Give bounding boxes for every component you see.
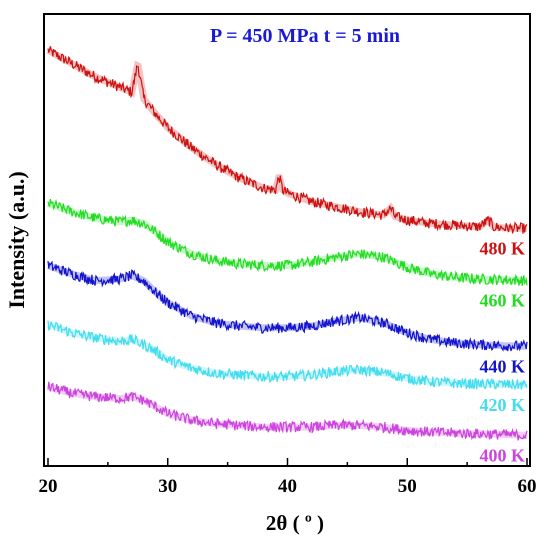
y-axis-label: Intensity (a.u.): [4, 171, 29, 309]
series-labels: 480 K 460 K 440 K 420 K 400 K: [479, 239, 525, 466]
curves: [46, 46, 528, 441]
series-label: 440 K: [479, 356, 525, 376]
series-line: [47, 198, 528, 286]
series-label: 460 K: [479, 291, 525, 311]
x-tick-label: 40: [278, 476, 297, 497]
chart-title: P = 450 MPa t = 5 min: [210, 25, 400, 47]
series-line: [47, 260, 528, 352]
series-line: [47, 320, 528, 391]
x-tick-label: 20: [39, 476, 58, 497]
series-label: 420 K: [479, 395, 525, 415]
x-tick-label: 30: [158, 476, 177, 497]
series-line: [47, 46, 528, 234]
x-tick-label: 60: [518, 476, 537, 497]
x-axis-ticks: 20 30 40 50 60: [39, 458, 537, 497]
x-axis-label: 2θ ( º ): [266, 511, 324, 535]
series-line: [47, 381, 528, 441]
series-halo: [46, 47, 527, 232]
series-label: 480 K: [479, 239, 525, 259]
series-label: 400 K: [479, 446, 525, 466]
series-halo: [46, 200, 527, 285]
x-tick-label: 50: [398, 476, 417, 497]
